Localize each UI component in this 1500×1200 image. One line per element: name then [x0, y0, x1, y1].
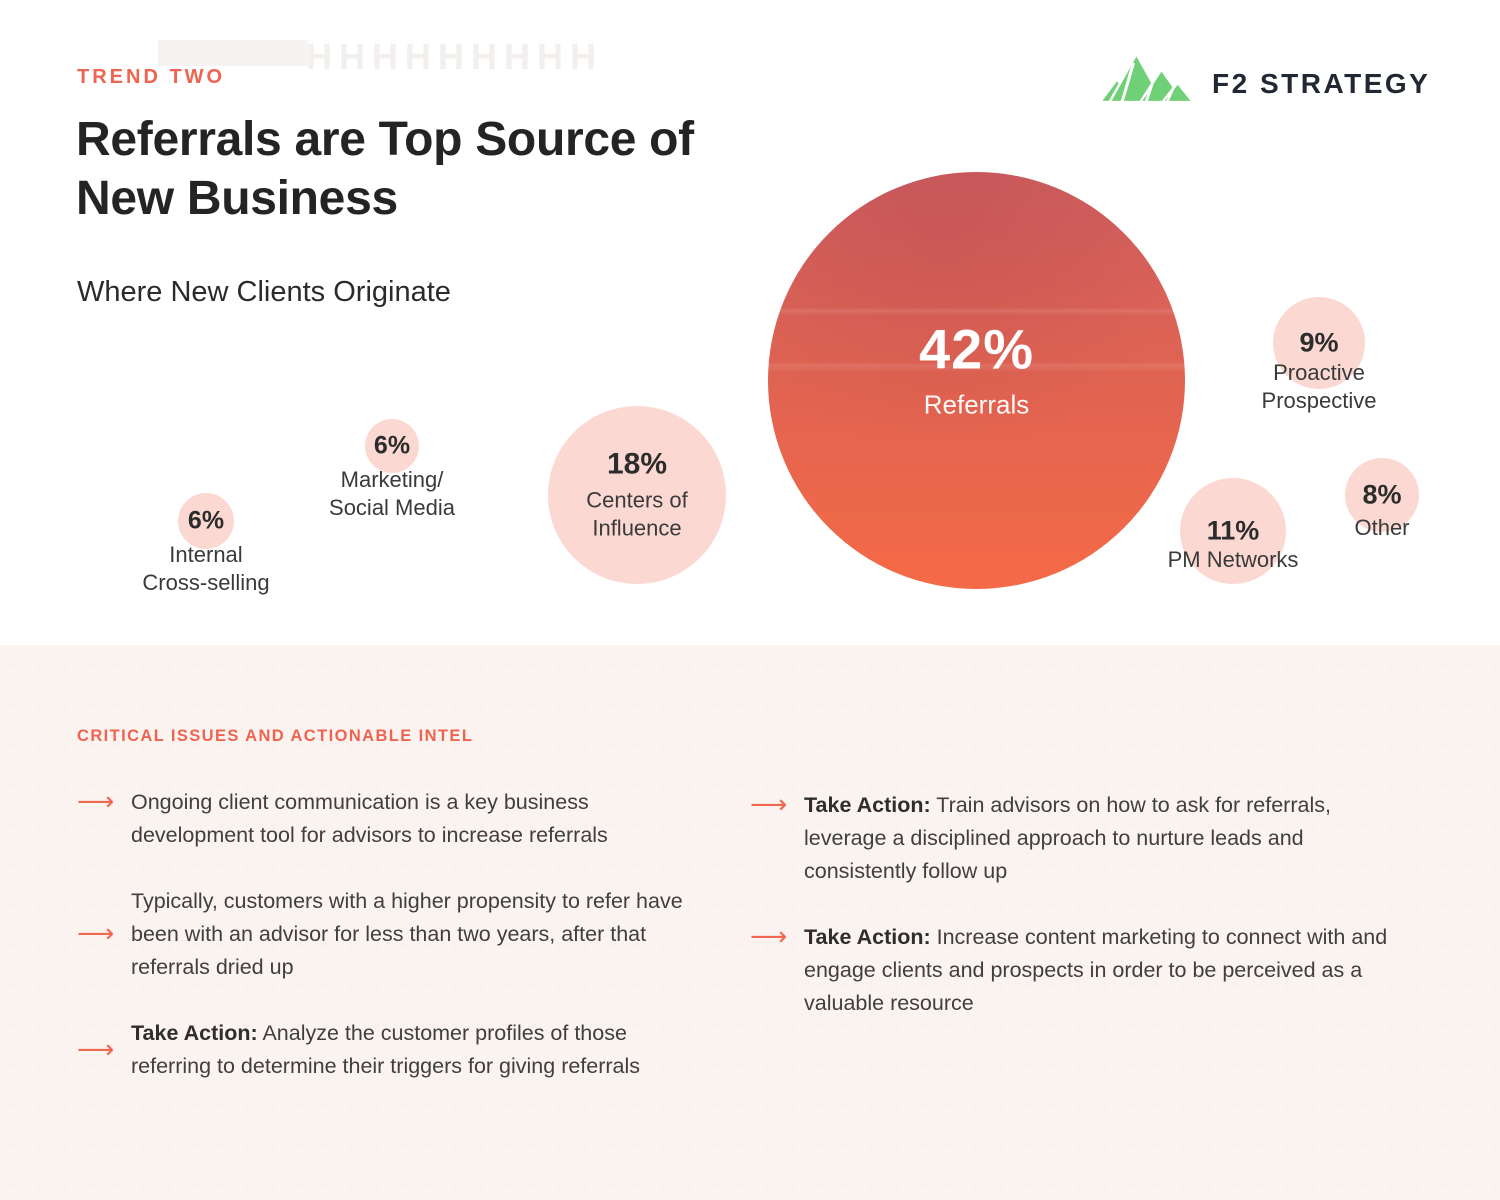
centers-text: 18% Centers of Influence: [548, 448, 726, 543]
arrow-icon: ⟶: [750, 922, 788, 952]
watermark-block: [158, 40, 308, 66]
proactive-value: 9%: [1299, 327, 1339, 358]
bubble-other: 8% Other: [1345, 458, 1419, 540]
bubble-pm-networks: 11% PM Networks: [1168, 478, 1298, 584]
centers-circle: [548, 406, 726, 584]
other-value: 8%: [1362, 479, 1402, 510]
intel-column-right: ⟶ Take Action: Train advisors on how to …: [750, 789, 1430, 1020]
internal-label: Internal Cross-selling: [142, 542, 270, 595]
list-item: ⟶ Typically, customers with a higher pro…: [77, 885, 725, 984]
arrow-icon: ⟶: [750, 790, 788, 820]
arrow-icon: ⟶: [77, 919, 115, 949]
bullet-text: Take Action: Increase content marketing …: [804, 925, 1388, 1015]
internal-value: 6%: [187, 506, 225, 535]
marketing-label: Marketing/ Social Media: [329, 467, 455, 520]
intel-column-left: ⟶ Ongoing client communication is a key …: [77, 786, 725, 1083]
centers-value: 18%: [606, 447, 668, 481]
page-title: Referrals are Top Source of New Business: [76, 113, 694, 225]
list-item: ⟶ Take Action: Train advisors on how to …: [750, 789, 1430, 888]
bullet-text: Typically, customers with a higher prope…: [131, 889, 683, 979]
referrals-circle: [768, 172, 1185, 589]
pm-value: 11%: [1206, 515, 1260, 546]
bubble-marketing-social-media: 6% Marketing/ Social Media: [329, 419, 455, 520]
bubble-referrals: 42% Referrals: [768, 172, 1185, 589]
referrals-value: 42%: [918, 317, 1035, 381]
list-item: ⟶ Take Action: Analyze the customer prof…: [77, 1017, 725, 1083]
mountain-icon: [1098, 52, 1194, 104]
bubble-centers-of-influence: 18% Centers of Influence: [548, 406, 726, 584]
trend-eyebrow: TREND TWO: [77, 66, 226, 88]
other-label: Other: [1354, 515, 1410, 540]
brand-logo: F2 STRATEGY: [1098, 50, 1430, 112]
marketing-circle: [365, 419, 419, 473]
bullet-text: Take Action: Train advisors on how to as…: [804, 793, 1331, 883]
bullet-text: Take Action: Analyze the customer profil…: [131, 1021, 641, 1078]
list-item: ⟶ Take Action: Increase content marketin…: [750, 921, 1430, 1020]
arrow-icon: ⟶: [77, 787, 115, 817]
pm-label: PM Networks: [1167, 547, 1299, 572]
bubble-internal-cross-selling: 6% Internal Cross-selling: [142, 493, 270, 595]
brand-name: F2 STRATEGY: [1212, 68, 1431, 99]
proactive-label: Proactive Prospective: [1261, 360, 1377, 413]
centers-label: Centers of Influence: [586, 487, 688, 541]
pm-circle: [1180, 478, 1286, 584]
chart-title: Where New Clients Originate: [77, 276, 451, 308]
marketing-value: 6%: [373, 431, 411, 460]
list-item: ⟶ Ongoing client communication is a key …: [77, 786, 725, 852]
bullet-text: Ongoing client communication is a key bu…: [131, 790, 608, 847]
watermark-pattern: HHHHHHHHH: [306, 36, 603, 77]
bubble-proactive-prospective: 9% Proactive Prospective: [1262, 297, 1376, 413]
referrals-text: 42% Referrals: [768, 316, 1185, 420]
critical-issues-section: CRITICAL ISSUES AND ACTIONABLE INTEL ⟶ O…: [0, 645, 1500, 1200]
other-circle: [1345, 458, 1419, 532]
internal-circle: [178, 493, 234, 549]
section-heading: CRITICAL ISSUES AND ACTIONABLE INTEL: [77, 727, 474, 745]
referrals-label: Referrals: [923, 389, 1030, 420]
top-section: HHHHHHHHH TREND TWO Referrals are Top So…: [76, 36, 1430, 595]
arrow-icon: ⟶: [77, 1034, 115, 1065]
proactive-circle: [1273, 297, 1365, 389]
